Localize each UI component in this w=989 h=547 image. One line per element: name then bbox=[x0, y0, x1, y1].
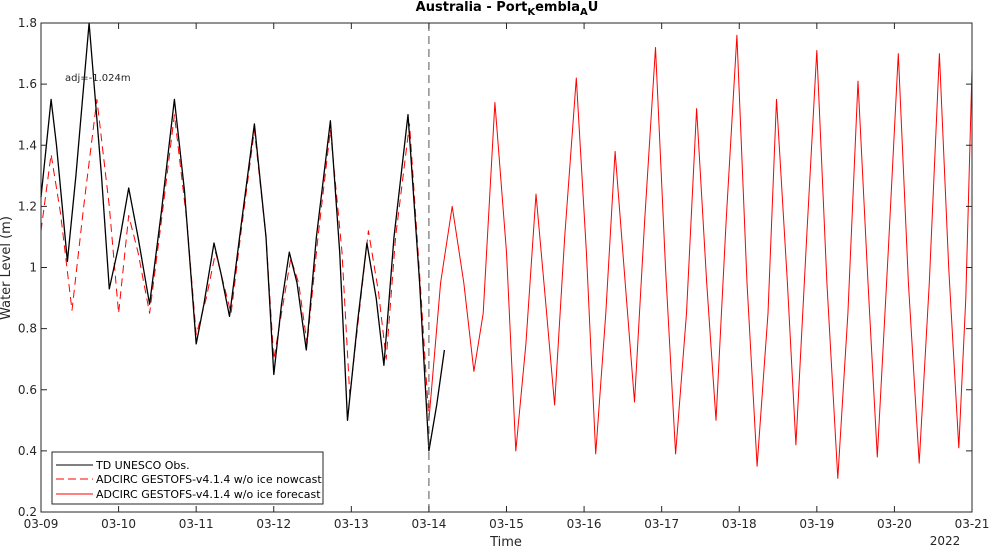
series-obs-line bbox=[40, 22, 446, 452]
adjustment-annotation: adj=-1.024m bbox=[65, 73, 131, 84]
x-tick-label: 03-17 bbox=[644, 517, 679, 531]
legend-label-obs: TD UNESCO Obs. bbox=[95, 459, 190, 472]
x-tick-label: 03-15 bbox=[489, 517, 524, 531]
year-label: 2022 bbox=[930, 534, 961, 547]
x-tick-label: 03-20 bbox=[877, 517, 912, 531]
y-axis-label: Water Level (m) bbox=[0, 216, 14, 320]
legend-label-nowcast: ADCIRC GESTOFS-v4.1.4 w/o ice nowcast bbox=[96, 473, 322, 486]
y-tick-label: 1 bbox=[29, 261, 37, 275]
x-tick-label: 03-14 bbox=[411, 517, 446, 531]
x-tick-label: 03-09 bbox=[24, 517, 59, 531]
y-tick-label: 1.8 bbox=[18, 16, 37, 30]
y-tick-label: 0.6 bbox=[18, 383, 37, 397]
legend: TD UNESCO Obs. ADCIRC GESTOFS-v4.1.4 w/o… bbox=[51, 451, 324, 505]
y-tick-label: 1.2 bbox=[18, 199, 37, 213]
y-tick-label: 1.6 bbox=[18, 77, 37, 91]
x-tick-label: 03-10 bbox=[101, 517, 136, 531]
chart-title: Australia - PortKemblaAU bbox=[416, 0, 599, 18]
x-tick-label: 03-16 bbox=[567, 517, 602, 531]
y-tick-label: 0.4 bbox=[18, 444, 37, 458]
legend-label-forecast: ADCIRC GESTOFS-v4.1.4 w/o ice forecast bbox=[96, 488, 321, 501]
series-forecast-line bbox=[428, 34, 973, 479]
y-tick-label: 0.8 bbox=[18, 322, 37, 336]
x-tick-label: 03-21 bbox=[955, 517, 989, 531]
y-tick-label: 0.2 bbox=[18, 505, 37, 519]
legend-box bbox=[51, 451, 324, 505]
title-mid: embla bbox=[535, 0, 580, 15]
plot-area bbox=[41, 23, 972, 512]
x-tick-label: 03-12 bbox=[256, 517, 291, 531]
y-tick-label: 1.4 bbox=[18, 138, 37, 152]
title-subscript-a: A bbox=[580, 7, 588, 18]
x-tick-label: 03-13 bbox=[334, 517, 369, 531]
tick-layer: 03-09 03-10 03-11 03-12 03-13 03-14 03-15 03-16… bbox=[18, 16, 989, 531]
x-tick-label: 03-11 bbox=[179, 517, 214, 531]
x-axis-label: Time bbox=[489, 535, 522, 547]
x-tick-label: 03-18 bbox=[722, 517, 757, 531]
series-layer bbox=[40, 22, 973, 479]
title-end: U bbox=[588, 0, 599, 15]
x-tick-label: 03-19 bbox=[799, 517, 834, 531]
title-subscript-k: K bbox=[527, 7, 536, 18]
